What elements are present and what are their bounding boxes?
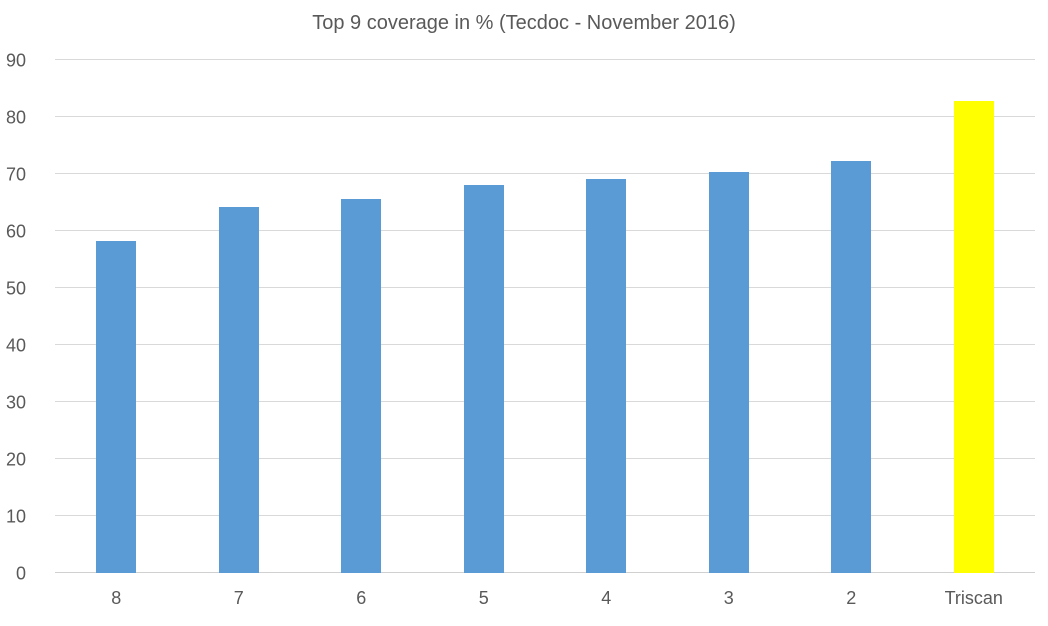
gridline (55, 401, 1035, 402)
bar-slot (790, 60, 913, 573)
bar-3 (708, 172, 749, 573)
bar-7 (218, 206, 259, 573)
bar-slot (55, 60, 178, 573)
gridline (55, 515, 1035, 516)
x-tick-label: Triscan (944, 588, 1003, 608)
bar-2 (831, 161, 872, 573)
gridline (55, 344, 1035, 345)
x-tick-label: 2 (846, 588, 857, 608)
gridline (55, 230, 1035, 231)
x-tick-label: 3 (723, 588, 734, 608)
gridline (55, 287, 1035, 288)
bar-slot (178, 60, 301, 573)
bar-5 (463, 185, 504, 573)
x-tick-label: 5 (478, 588, 489, 608)
bar-6 (341, 198, 382, 573)
y-tick-label: 70 (5, 164, 26, 185)
bar-8 (96, 241, 137, 573)
y-tick-label: 90 (5, 50, 26, 71)
y-tick-label: 60 (5, 221, 26, 242)
x-tick-label: 7 (233, 588, 244, 608)
gridline (55, 458, 1035, 459)
chart-title: Top 9 coverage in % (Tecdoc - November 2… (312, 12, 736, 34)
plot-area: 0 10 20 30 40 50 60 70 80 90 (6, 51, 1035, 584)
y-tick-label: 20 (5, 449, 26, 470)
y-tick-label: 50 (5, 278, 26, 299)
x-tick-label: 8 (111, 588, 122, 608)
y-tick-label: 80 (5, 107, 26, 128)
x-tick-label: 4 (601, 588, 612, 608)
y-tick-label: 10 (5, 506, 26, 527)
bar-4 (586, 178, 627, 573)
gridline (55, 59, 1035, 60)
y-tick-label: 40 (5, 335, 26, 356)
x-tick-label: 6 (356, 588, 367, 608)
bar-slot (423, 60, 546, 573)
gridline (55, 173, 1035, 174)
x-axis-labels: 8 7 6 5 4 3 2 Triscan (55, 588, 1035, 609)
bar-slot (668, 60, 791, 573)
bar-slot (545, 60, 668, 573)
bar-Triscan (953, 101, 994, 573)
y-tick-label: 30 (5, 392, 26, 413)
bar-slot (913, 60, 1036, 573)
gridline (55, 116, 1035, 117)
x-axis-line (55, 572, 1035, 573)
bars-layer (55, 60, 1035, 573)
bar-slot (300, 60, 423, 573)
y-tick-label: 0 (15, 563, 26, 584)
